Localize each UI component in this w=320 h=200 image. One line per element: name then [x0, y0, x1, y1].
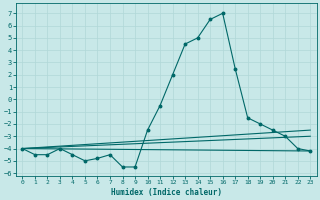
X-axis label: Humidex (Indice chaleur): Humidex (Indice chaleur) [111, 188, 222, 197]
